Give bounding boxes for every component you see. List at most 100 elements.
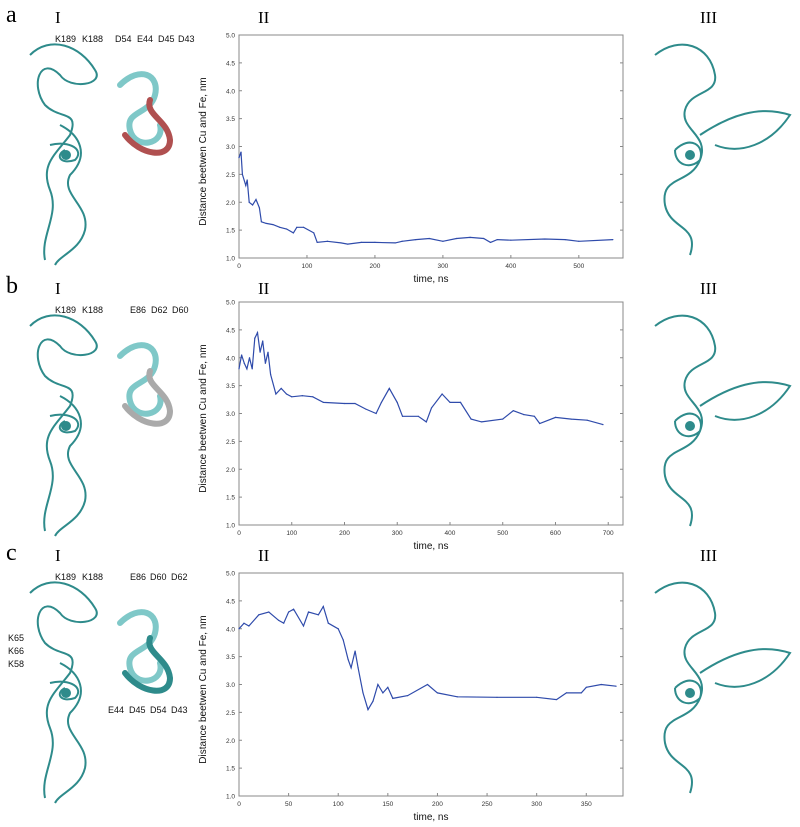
data-point — [442, 240, 444, 242]
data-point — [327, 622, 329, 624]
protein-structures — [29, 43, 792, 266]
data-point — [326, 240, 328, 242]
data-point — [523, 414, 525, 416]
data-point — [533, 415, 535, 417]
y-tick-label: 4.5 — [226, 598, 235, 605]
data-point — [470, 418, 472, 420]
copper-atom — [61, 421, 71, 431]
data-point — [564, 239, 566, 241]
data-point — [260, 221, 263, 223]
data-point — [396, 401, 398, 403]
data-point — [496, 696, 498, 698]
data-point — [270, 373, 272, 376]
x-tick-label: 200 — [432, 801, 443, 808]
data-point — [238, 628, 240, 630]
data-point — [238, 157, 240, 159]
data-point — [268, 611, 270, 613]
x-tick-label: 300 — [437, 263, 448, 270]
data-point — [307, 611, 310, 613]
panel-letter: b — [6, 273, 18, 299]
data-point — [347, 658, 349, 661]
residue-label: K65 — [8, 633, 25, 643]
data-point — [600, 683, 602, 686]
x-tick-label: 350 — [581, 801, 592, 808]
x-tick-label: 50 — [285, 801, 293, 808]
data-point — [340, 242, 342, 244]
data-point — [489, 241, 492, 243]
data-point — [375, 412, 377, 415]
ceruloplasmin-ribbon — [29, 581, 98, 804]
data-point — [251, 368, 253, 370]
label-distance-plot: II — [258, 546, 270, 565]
y-tick-label: 1.5 — [226, 766, 235, 773]
data-point — [565, 692, 568, 694]
x-tick-label: 300 — [392, 530, 403, 537]
data-point — [251, 204, 254, 206]
data-point — [382, 692, 384, 694]
data-point — [372, 700, 374, 702]
residue-label: K58 — [8, 659, 25, 669]
y-tick-label: 4.5 — [226, 327, 235, 334]
data-point — [288, 611, 290, 613]
data-point — [255, 198, 257, 201]
y-tick-label: 1.0 — [226, 794, 235, 801]
data-point — [275, 393, 277, 395]
residue-label: K189 — [55, 305, 77, 315]
data-point — [285, 393, 288, 395]
label-distance-plot: II — [258, 279, 270, 298]
y-tick-label: 3.5 — [226, 654, 235, 661]
data-point — [602, 424, 604, 426]
data-point — [243, 622, 245, 624]
data-point — [377, 683, 379, 686]
y-tick-label: 1.0 — [226, 523, 235, 530]
panel-letter: c — [6, 540, 17, 566]
x-tick-label: 0 — [237, 530, 241, 537]
data-point — [455, 237, 458, 240]
data-point — [350, 667, 352, 669]
copper-atom — [685, 688, 695, 698]
data-point — [246, 179, 248, 181]
residue-label: D43 — [178, 34, 195, 44]
residue-label: K66 — [8, 646, 25, 656]
y-tick-label: 1.0 — [226, 256, 235, 263]
y-axis-label: Distance beetwen Cu and Fe, nm — [198, 344, 209, 492]
data-point — [312, 396, 314, 398]
y-tick-label: 4.0 — [226, 355, 235, 362]
data-point — [302, 226, 305, 228]
data-point — [555, 698, 558, 701]
data-point — [392, 697, 394, 700]
lactoferrin-ribbon — [117, 71, 174, 156]
data-point — [502, 418, 504, 420]
data-point — [417, 415, 419, 417]
x-tick-label: 150 — [382, 801, 393, 808]
data-point — [245, 184, 247, 187]
protein-structures — [29, 314, 792, 537]
y-tick-label: 1.5 — [226, 228, 235, 235]
data-point — [554, 416, 557, 419]
complex-ribbon — [654, 314, 792, 527]
residue-label: E44 — [137, 34, 154, 44]
data-point — [536, 696, 538, 698]
y-tick-label: 2.5 — [226, 710, 235, 717]
data-point — [483, 237, 485, 240]
residue-label: K188 — [82, 572, 104, 582]
data-point — [425, 421, 427, 423]
y-tick-label: 5.0 — [226, 571, 235, 578]
data-point — [362, 692, 364, 694]
data-point — [322, 401, 324, 403]
data-point — [279, 226, 281, 228]
y-tick-label: 2.0 — [226, 467, 235, 474]
y-tick-label: 2.5 — [226, 439, 235, 446]
residue-label: K189 — [55, 34, 77, 44]
lactoferrin-ribbon — [117, 609, 174, 694]
data-point — [481, 421, 483, 423]
data-point — [272, 223, 274, 226]
panel-letter: a — [6, 2, 17, 28]
x-tick-label: 200 — [369, 263, 380, 270]
residue-label: E86 — [130, 305, 147, 315]
data-point — [374, 241, 376, 243]
data-point — [292, 232, 294, 234]
data-point — [258, 614, 260, 616]
copper-atom — [61, 688, 71, 698]
label-distance-plot: II — [258, 8, 270, 27]
